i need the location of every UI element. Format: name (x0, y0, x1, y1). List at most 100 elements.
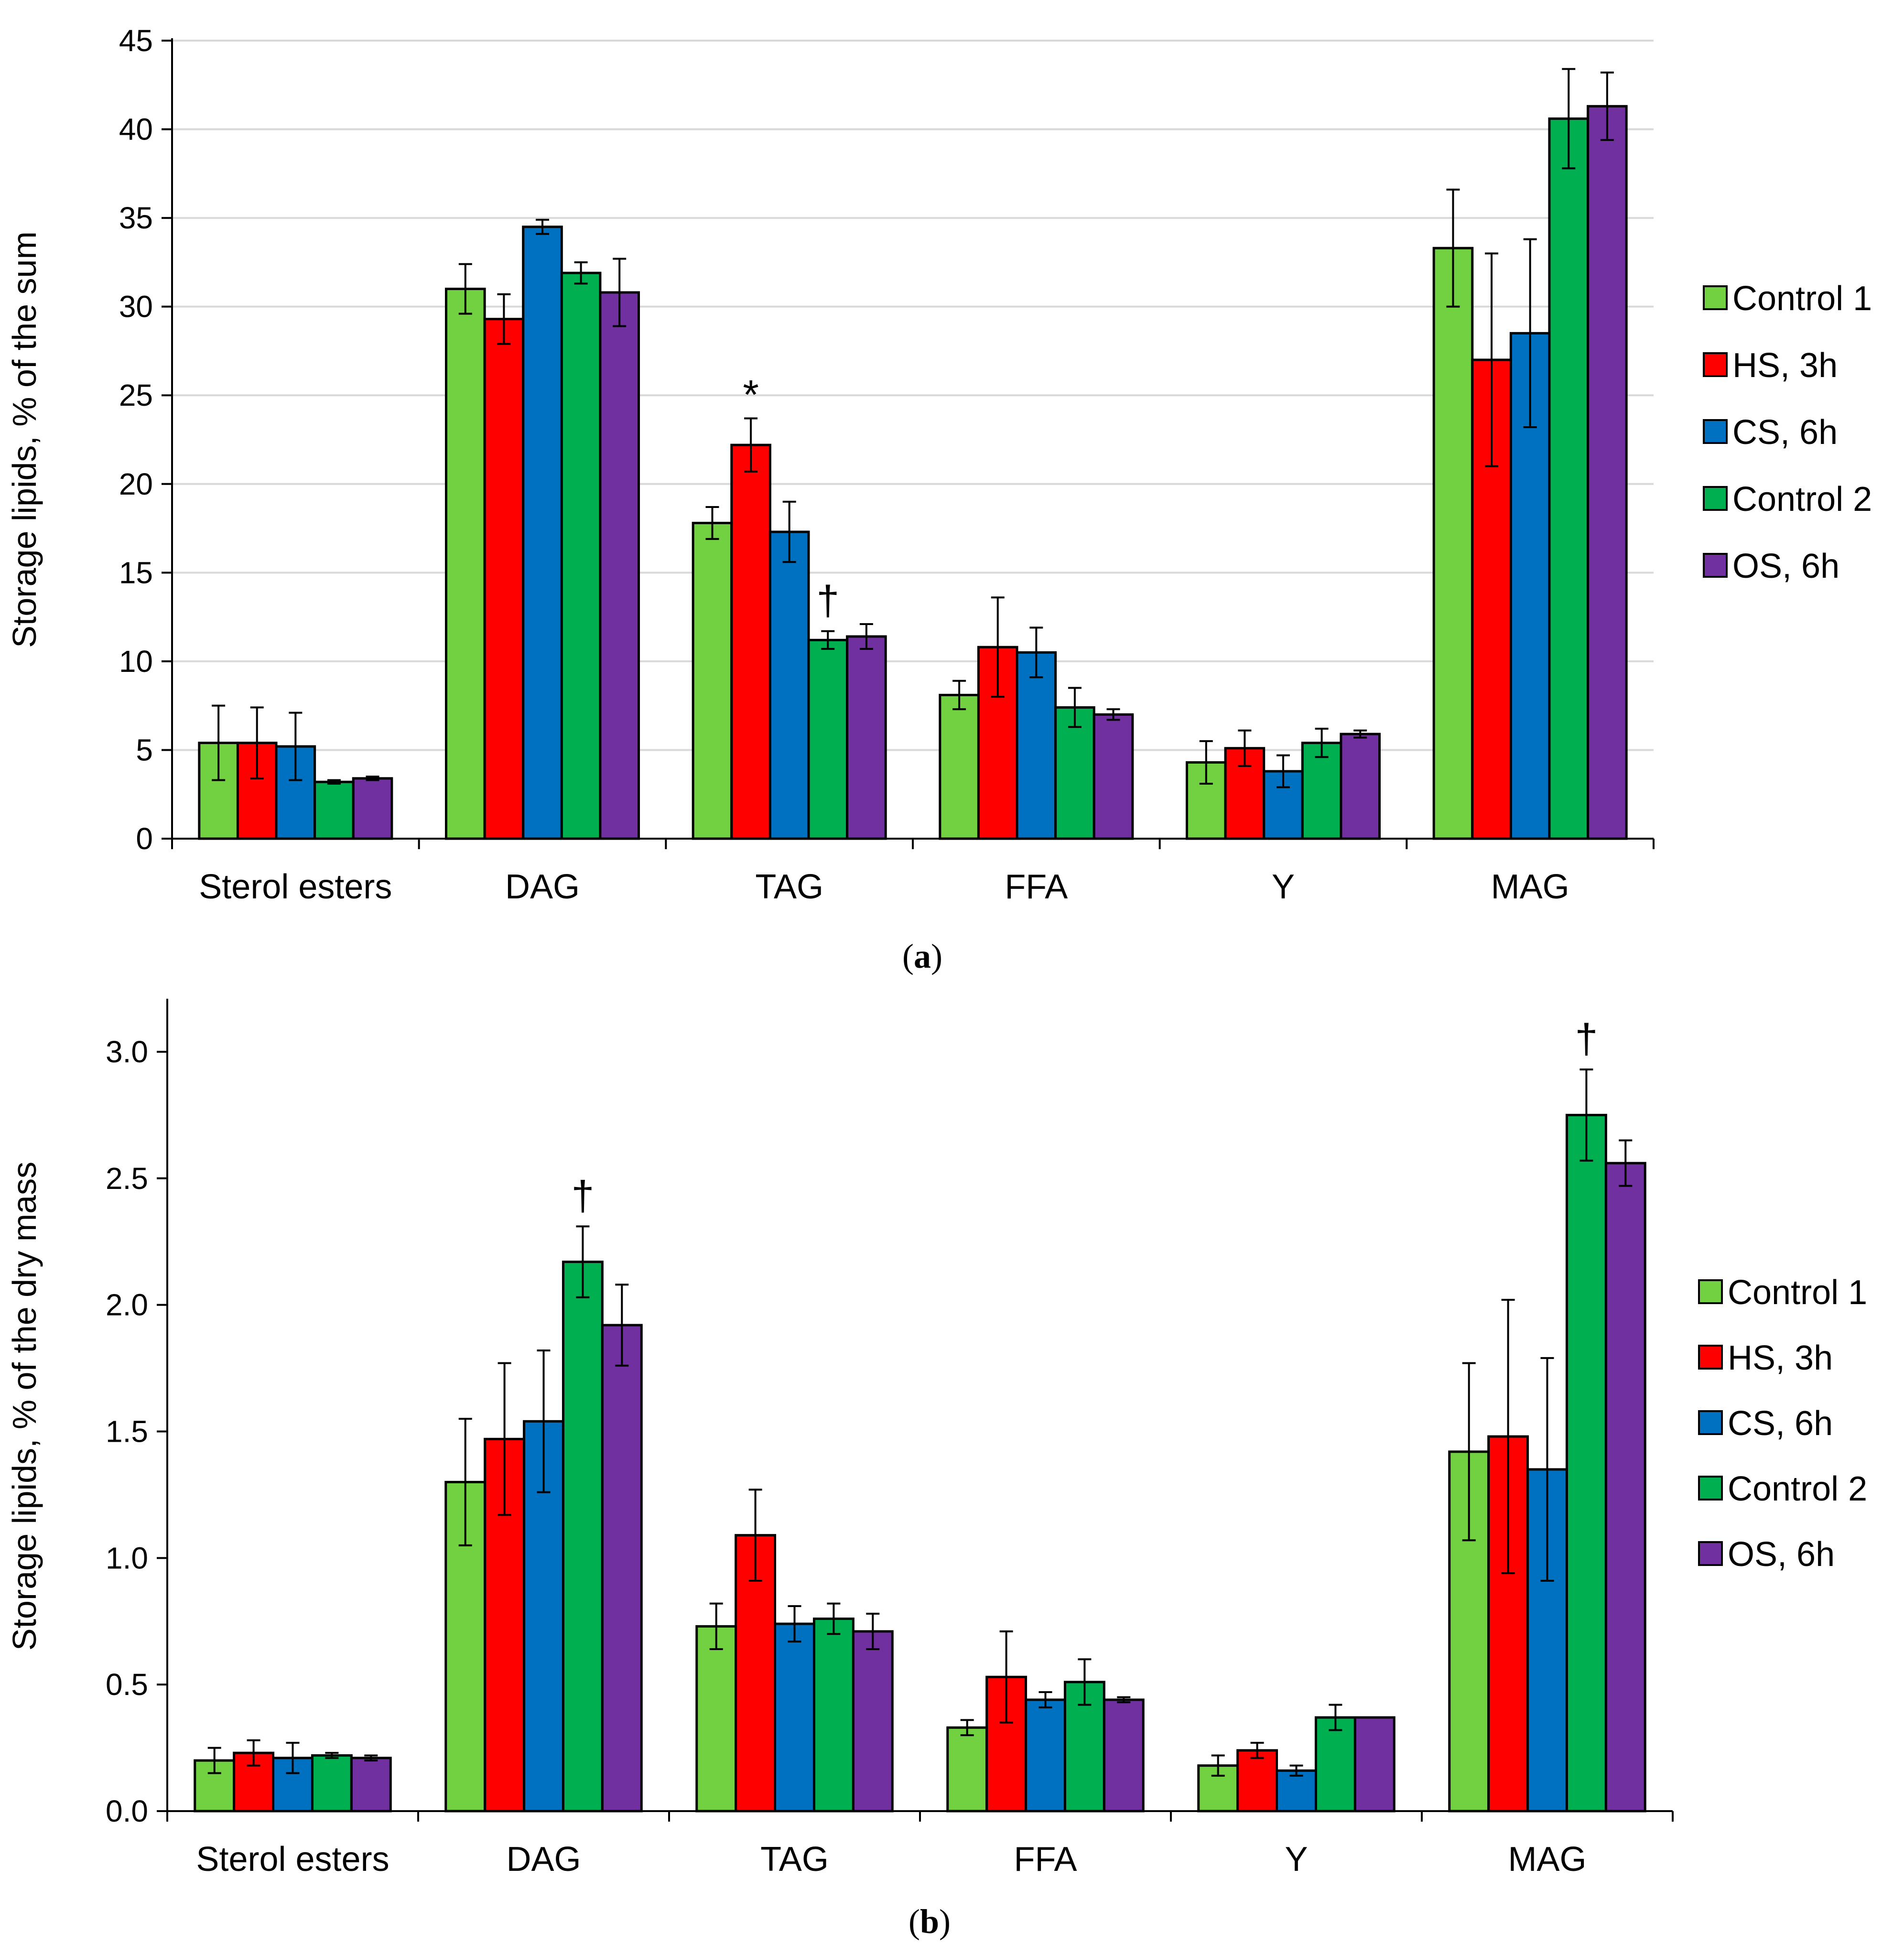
y-axis-label: Storage lipids, % of the sum (6, 231, 43, 648)
x-category-label: Sterol esters (199, 868, 392, 906)
bar (1432, 247, 1474, 840)
y-tick-label: 0 (136, 821, 153, 856)
bar (1016, 651, 1057, 840)
legend-swatch (1698, 1476, 1723, 1501)
bar (1301, 742, 1342, 840)
significance-marker: † (816, 578, 839, 624)
x-category-label: MAG (1491, 868, 1569, 906)
x-category-label: Sterol esters (196, 1840, 389, 1878)
y-tick-label: 3.0 (106, 1035, 148, 1069)
significance-marker: * (743, 372, 758, 418)
bar (445, 288, 486, 840)
y-tick-label: 2.0 (106, 1288, 148, 1322)
y-tick-label: 1.0 (106, 1541, 148, 1575)
caption-letter: b (920, 1902, 939, 1941)
y-tick-label: 35 (119, 201, 153, 235)
y-tick-label: 45 (119, 23, 153, 58)
bar (852, 1630, 894, 1813)
panel-caption: (b) (909, 1902, 951, 1941)
bar (1587, 105, 1628, 840)
bar (768, 530, 810, 840)
y-tick-label: 2.5 (106, 1161, 148, 1196)
x-category-label: DAG (505, 868, 580, 906)
y-tick-label: 40 (119, 112, 153, 147)
bar (1314, 1716, 1356, 1813)
bar (314, 780, 355, 840)
legend-label: OS, 6h (1732, 547, 1839, 585)
bar (1236, 1749, 1278, 1813)
legend-label: CS, 6h (1732, 413, 1838, 452)
legend-label: HS, 3h (1732, 346, 1838, 385)
legend-label: Control 1 (1728, 1274, 1867, 1312)
significance-marker: † (1575, 1016, 1598, 1062)
chart-panel-b: 0.0 0.5 1.0 1.5 2.0 2.5 3.0 Sterol esters DAG TAG… (6, 999, 1867, 1941)
bar (1353, 1716, 1396, 1813)
legend-label: Control 1 (1732, 280, 1872, 318)
bar (1565, 1113, 1607, 1813)
x-category-label: FFA (1014, 1840, 1077, 1878)
caption-open: ( (909, 1902, 920, 1941)
bar (560, 271, 602, 840)
x-category-label: DAG (506, 1840, 581, 1878)
bar (939, 693, 980, 840)
bar (1548, 117, 1590, 840)
x-category-label: MAG (1508, 1840, 1586, 1878)
panel-caption: (a) (902, 937, 942, 975)
bar (774, 1622, 815, 1813)
bar (522, 226, 563, 840)
legend-label: Control 2 (1732, 480, 1872, 518)
y-tick-label: 5 (136, 733, 153, 767)
legend-swatch (1703, 419, 1728, 444)
y-tick-label: 10 (119, 644, 153, 679)
bar (483, 318, 525, 840)
caption-open: ( (902, 937, 914, 975)
y-tick-label: 0.0 (106, 1794, 148, 1828)
x-category-label: FFA (1005, 868, 1068, 906)
bar (601, 1324, 643, 1813)
bar (946, 1726, 988, 1813)
bar (562, 1261, 604, 1813)
x-category-label: Y (1285, 1840, 1308, 1878)
caption-letter: a (914, 937, 931, 975)
bar (812, 1617, 855, 1813)
bar (1276, 1769, 1317, 1813)
y-tick-label: 0.5 (106, 1667, 148, 1702)
legend-swatch (1703, 486, 1728, 511)
legend-swatch (1698, 1345, 1723, 1370)
bar (1340, 733, 1381, 840)
caption-close: ) (931, 937, 942, 975)
bar (1025, 1698, 1066, 1813)
bar (730, 443, 771, 840)
bar (695, 1625, 737, 1813)
y-tick-label: 25 (119, 378, 153, 412)
y-axis-label: Storage lipids, % of the dry mass (6, 1162, 43, 1651)
significance-marker: † (571, 1173, 594, 1219)
legend-swatch (1703, 285, 1728, 310)
legend-swatch (1698, 1541, 1723, 1566)
bar (352, 777, 393, 840)
legend-label: CS, 6h (1728, 1404, 1833, 1443)
bar (1093, 713, 1134, 840)
bar (1604, 1162, 1646, 1813)
chart-panel-a: 0 5 10 15 20 25 30 35 40 45 Sterol esters DAG TAG FFA… (6, 23, 1872, 975)
bar (599, 291, 640, 840)
x-category-label: TAG (760, 1840, 829, 1878)
legend-swatch (1698, 1279, 1723, 1304)
bar (692, 521, 733, 840)
legend-swatch (1703, 352, 1728, 377)
y-tick-label: 30 (119, 290, 153, 324)
bar (350, 1757, 392, 1813)
caption-close: ) (939, 1902, 951, 1941)
y-tick-label: 20 (119, 467, 153, 501)
bar (1103, 1698, 1145, 1813)
bar (311, 1754, 353, 1813)
x-category-label: Y (1272, 868, 1295, 906)
legend-label: HS, 3h (1728, 1339, 1833, 1377)
bar (523, 1420, 564, 1813)
y-tick-label: 15 (119, 555, 153, 590)
bar (807, 638, 849, 840)
legend-swatch (1703, 553, 1728, 578)
y-tick-label: 1.5 (106, 1414, 148, 1448)
legend-swatch (1698, 1410, 1723, 1435)
